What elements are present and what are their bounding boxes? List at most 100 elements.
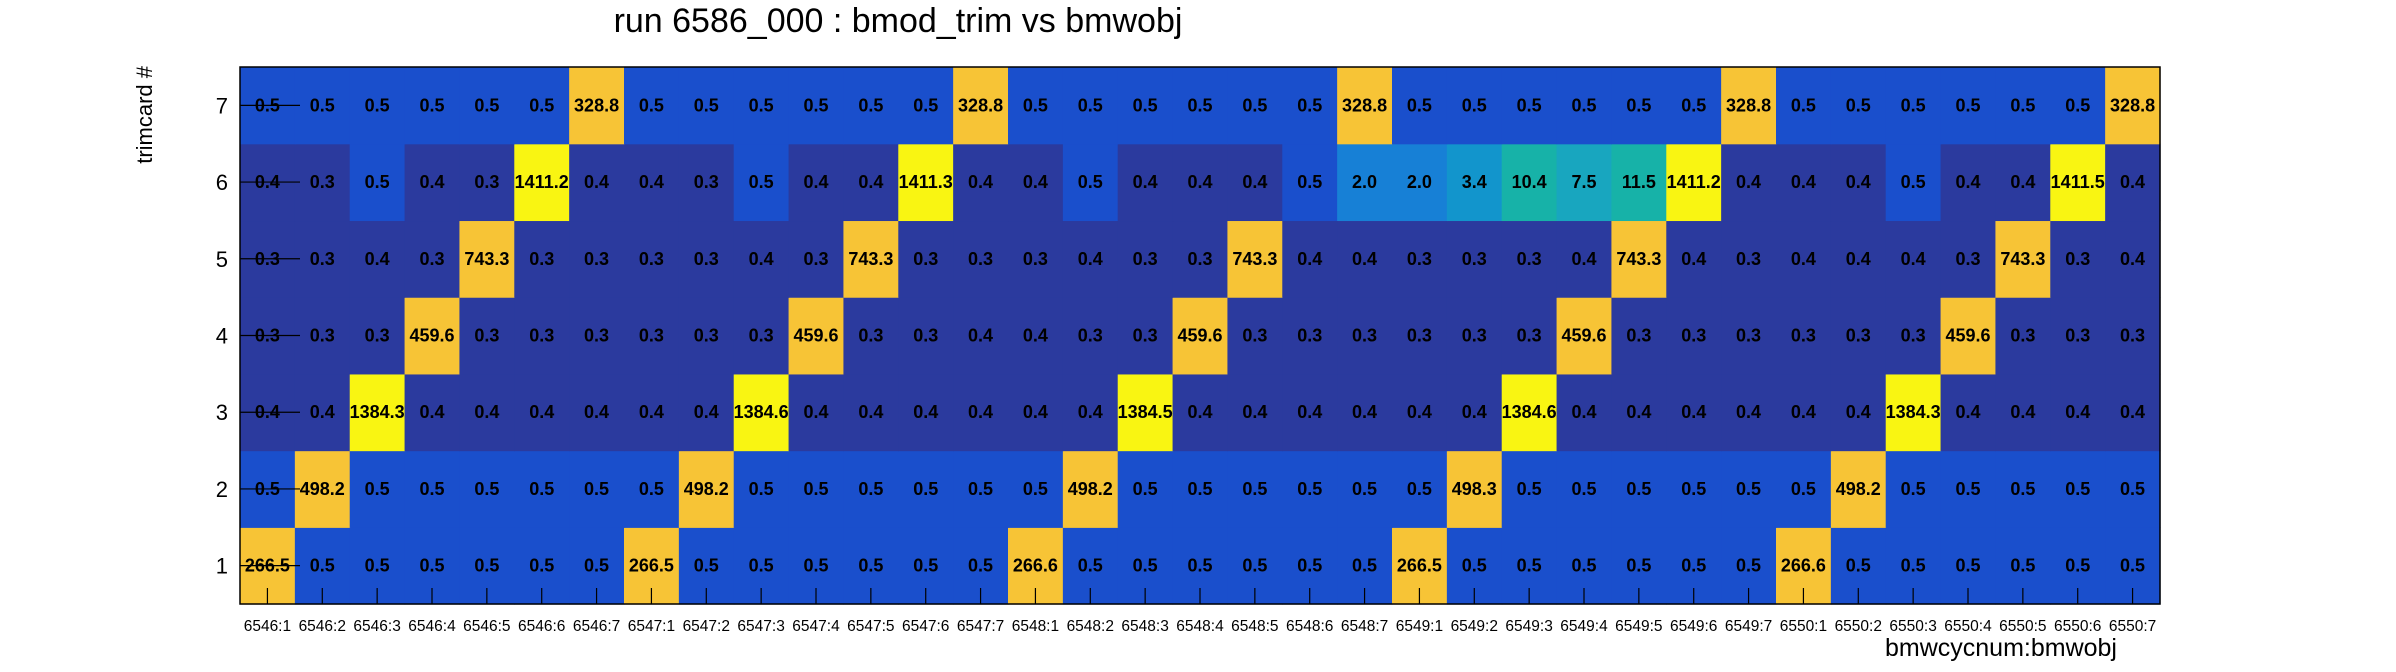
x-tick-label: 6546:4 bbox=[408, 618, 456, 635]
cell-value-label: 0.4 bbox=[639, 172, 664, 192]
cell-value-label: 0.5 bbox=[1462, 556, 1487, 576]
cell-value-label: 0.3 bbox=[419, 249, 444, 269]
heatmap-cell bbox=[898, 67, 954, 145]
heatmap-cell bbox=[1172, 450, 1229, 528]
heatmap-cell bbox=[1721, 67, 1777, 145]
cell-value-label: 0.5 bbox=[1681, 95, 1706, 115]
cell-value-label: 0.5 bbox=[913, 95, 938, 115]
cell-value-label: 743.3 bbox=[1232, 249, 1277, 269]
cell-value-label: 0.5 bbox=[1846, 95, 1871, 115]
cell-value-label: 0.5 bbox=[1791, 479, 1816, 499]
cell-value-label: 0.3 bbox=[1955, 249, 1980, 269]
heatmap-cell bbox=[1611, 220, 1667, 298]
cell-value-label: 0.4 bbox=[968, 326, 993, 346]
heatmap-cell bbox=[349, 67, 406, 145]
heatmap-cell bbox=[1611, 67, 1667, 145]
heatmap-cell bbox=[678, 373, 735, 452]
cell-value-label: 0.5 bbox=[1133, 479, 1158, 499]
cell-value-label: 0.5 bbox=[1078, 172, 1103, 192]
cell-value-label: 0.3 bbox=[2065, 249, 2090, 269]
cell-value-label: 328.8 bbox=[574, 95, 619, 115]
cell-value-label: 0.5 bbox=[803, 95, 828, 115]
cell-value-label: 0.4 bbox=[2120, 402, 2145, 422]
heatmap-cell bbox=[953, 373, 1009, 452]
heatmap-cell bbox=[733, 373, 790, 452]
cell-value-label: 0.5 bbox=[913, 556, 938, 576]
cell-value-label: 0.3 bbox=[639, 249, 664, 269]
heatmap-cell bbox=[1666, 450, 1722, 528]
cell-value-label: 0.5 bbox=[1955, 95, 1980, 115]
heatmap-cell bbox=[1995, 143, 2051, 222]
cell-value-label: 0.4 bbox=[2010, 402, 2035, 422]
cell-value-label: 1411.2 bbox=[1667, 172, 1721, 192]
heatmap-cell bbox=[1282, 373, 1338, 452]
heatmap-cell bbox=[1556, 67, 1613, 145]
x-tick-label: 6549:2 bbox=[1451, 618, 1498, 635]
cell-value-label: 0.3 bbox=[1736, 249, 1761, 269]
cell-value-label: 498.2 bbox=[1836, 479, 1881, 499]
cell-value-label: 0.4 bbox=[1791, 172, 1816, 192]
heatmap-cell bbox=[1227, 373, 1283, 452]
cell-value-label: 743.3 bbox=[848, 249, 893, 269]
x-tick-label: 6546:7 bbox=[573, 618, 620, 635]
heatmap-cell bbox=[1995, 67, 2051, 145]
cell-value-label: 0.5 bbox=[1571, 95, 1596, 115]
heatmap-cell bbox=[514, 220, 570, 298]
x-tick-label: 6546:1 bbox=[244, 618, 291, 635]
cell-value-label: 0.5 bbox=[858, 479, 883, 499]
heatmap-cell bbox=[569, 450, 625, 528]
cell-value-label: 0.5 bbox=[2065, 479, 2090, 499]
heatmap-cell bbox=[2050, 373, 2106, 452]
heatmap-cell bbox=[1337, 143, 1393, 222]
heatmap-cell bbox=[1392, 297, 1448, 375]
heatmap-cell bbox=[2050, 297, 2106, 375]
cell-value-label: 0.4 bbox=[474, 402, 499, 422]
cell-value-label: 0.3 bbox=[365, 326, 390, 346]
heatmap-cell bbox=[1117, 143, 1174, 222]
cell-value-label: 0.5 bbox=[1297, 172, 1322, 192]
cell-value-label: 0.4 bbox=[1297, 249, 1322, 269]
cell-value-label: 0.4 bbox=[2120, 172, 2145, 192]
y-tick-label: 4 bbox=[216, 324, 228, 349]
heatmap-cell bbox=[404, 373, 461, 452]
cell-value-label: 0.5 bbox=[968, 479, 993, 499]
x-tick-label: 6550:4 bbox=[1944, 618, 1992, 635]
x-tick-label: 6548:1 bbox=[1012, 618, 1059, 635]
heatmap-cell bbox=[1337, 297, 1393, 375]
heatmap-cell bbox=[1446, 143, 1503, 222]
heatmap-cell bbox=[2105, 220, 2161, 298]
cell-value-label: 0.3 bbox=[2120, 326, 2145, 346]
cell-value-label: 0.5 bbox=[529, 556, 554, 576]
heatmap-cell bbox=[1940, 297, 1997, 375]
x-tick-label: 6550:6 bbox=[2054, 618, 2101, 635]
heatmap-cell bbox=[1446, 67, 1503, 145]
heatmap-cell bbox=[349, 450, 406, 528]
cell-value-label: 0.3 bbox=[474, 172, 499, 192]
heatmap-cell bbox=[1666, 373, 1722, 452]
cell-value-label: 0.4 bbox=[584, 402, 609, 422]
cell-value-label: 0.3 bbox=[1242, 326, 1267, 346]
cell-value-label: 0.5 bbox=[1571, 556, 1596, 576]
heatmap-cell bbox=[788, 450, 845, 528]
cell-value-label: 0.5 bbox=[2120, 556, 2145, 576]
heatmap-cell bbox=[1776, 297, 1832, 375]
cell-value-label: 0.3 bbox=[529, 326, 554, 346]
heatmap-cell bbox=[1446, 297, 1503, 375]
cell-value-label: 0.5 bbox=[1352, 479, 1377, 499]
heatmap-cell bbox=[2050, 67, 2106, 145]
cell-value-label: 0.5 bbox=[1133, 556, 1158, 576]
cell-value-label: 0.5 bbox=[2010, 95, 2035, 115]
x-tick-label: 6549:6 bbox=[1670, 618, 1717, 635]
cell-value-label: 0.5 bbox=[1517, 95, 1542, 115]
heatmap-cell bbox=[1446, 373, 1503, 452]
cell-value-label: 1384.5 bbox=[1118, 402, 1173, 422]
cell-value-label: 0.5 bbox=[749, 556, 774, 576]
heatmap-cell bbox=[514, 297, 570, 375]
heatmap-cell bbox=[733, 220, 790, 298]
heatmap-cell bbox=[1172, 67, 1229, 145]
heatmap-cell bbox=[1721, 373, 1777, 452]
heatmap-cell bbox=[1282, 67, 1338, 145]
heatmap-cell bbox=[1501, 143, 1558, 222]
cell-value-label: 0.3 bbox=[584, 326, 609, 346]
cell-value-label: 459.6 bbox=[1945, 326, 1990, 346]
